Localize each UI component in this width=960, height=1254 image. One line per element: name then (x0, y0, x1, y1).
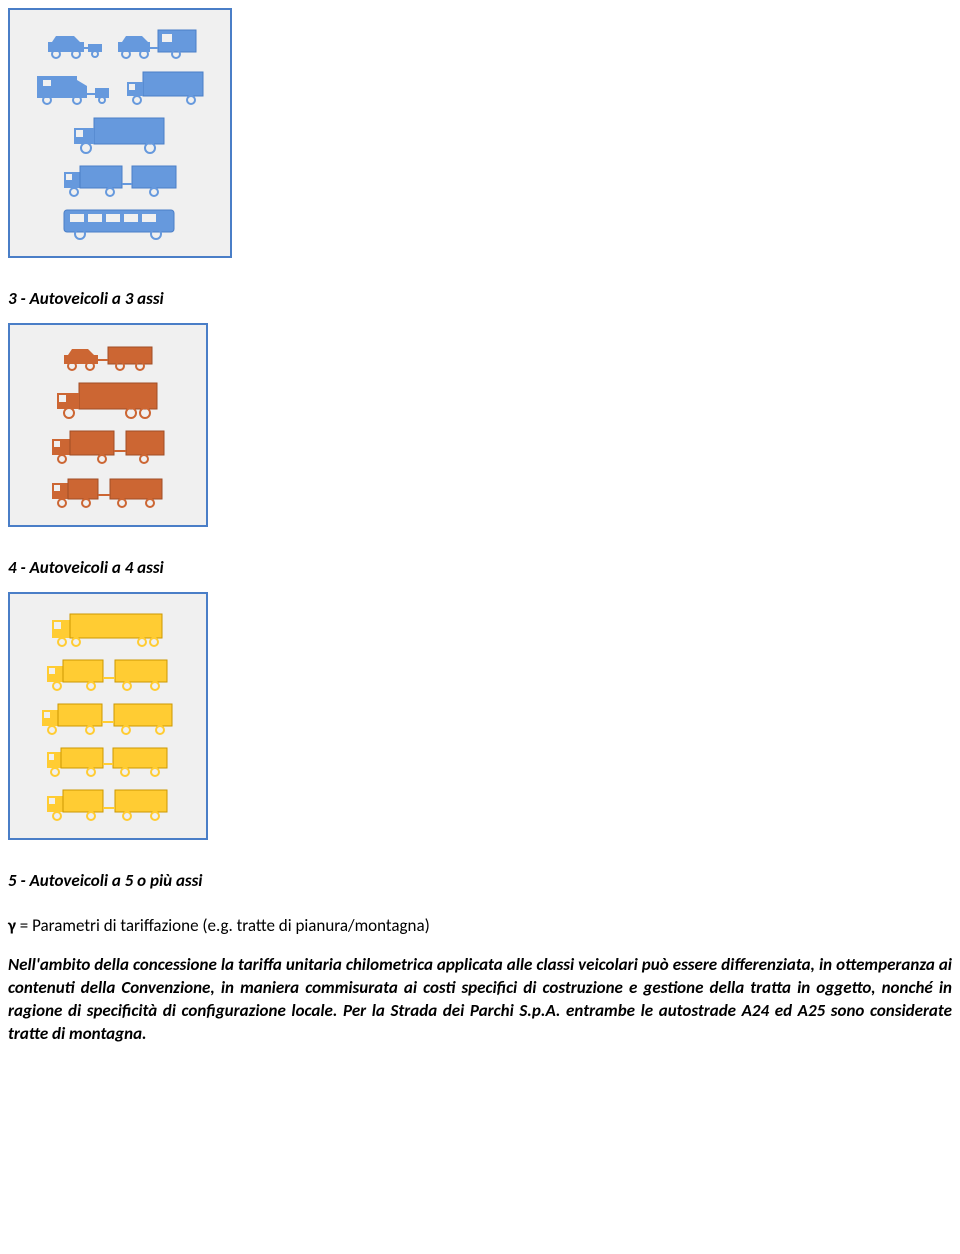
vehicle-class-4-box (8, 592, 208, 840)
small-truck-with-2axle-trailer-icon (48, 473, 168, 509)
car-with-2axle-trailer-icon (58, 341, 158, 371)
vehicle-row (43, 744, 173, 778)
vehicle-class-3-box (8, 323, 208, 527)
vehicle-row (48, 473, 168, 509)
car-with-small-trailer-icon (40, 30, 104, 60)
gamma-text: = Parametri di tariffazione (e.g. tratte… (16, 915, 430, 936)
vehicle-row (53, 379, 163, 419)
class-4-caption: 4 - Autoveicoli a 4 assi (8, 557, 952, 578)
vehicle-row (43, 786, 173, 822)
vehicle-row (43, 656, 173, 692)
truck-with-trailer-icon (60, 162, 180, 198)
concession-paragraph: Nell'ambito della concessione la tariffa… (8, 954, 952, 1046)
camper-with-trailer-icon (33, 70, 113, 106)
car-with-caravan-icon (114, 26, 200, 60)
truck-3axle-icon (53, 379, 163, 419)
vehicle-row (60, 162, 180, 198)
vehicle-row (70, 114, 170, 154)
vehicle-row (48, 610, 168, 648)
vehicle-row (33, 68, 207, 106)
vehicle-row (40, 26, 200, 60)
vehicle-row (48, 427, 168, 465)
double-box-trailer-icon (43, 744, 173, 778)
truck-2axle-icon (70, 114, 170, 154)
truck-with-long-trailer-icon (38, 700, 178, 736)
box-truck-icon (123, 68, 207, 106)
class-5-caption: 5 - Autoveicoli a 5 o più assi (8, 870, 952, 891)
vehicle-row (60, 206, 180, 240)
vehicle-row (58, 341, 158, 371)
truck-with-trailer-variant-icon (43, 786, 173, 822)
truck-with-1axle-trailer-icon (48, 427, 168, 465)
truck-with-2axle-trailer-icon (43, 656, 173, 692)
class-3-caption: 3 - Autoveicoli a 3 assi (8, 288, 952, 309)
gamma-symbol: γ (8, 915, 16, 936)
bus-icon (60, 206, 180, 240)
vehicle-row (38, 700, 178, 736)
semi-truck-icon (48, 610, 168, 648)
vehicle-class-2-box (8, 8, 232, 258)
gamma-parameter-line: γ = Parametri di tariffazione (e.g. trat… (8, 915, 952, 936)
